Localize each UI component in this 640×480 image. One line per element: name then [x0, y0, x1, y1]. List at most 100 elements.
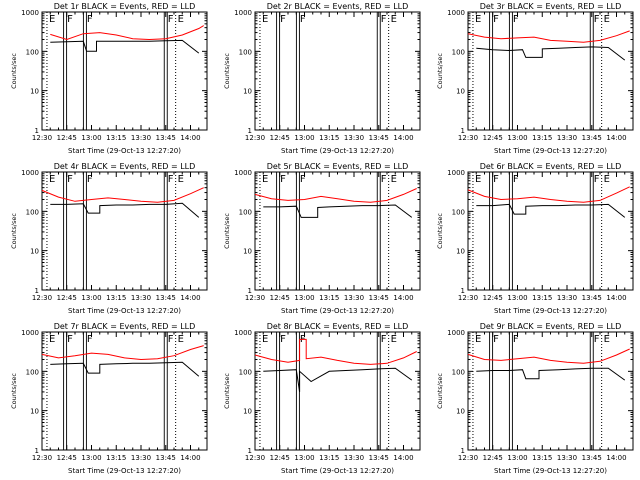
- lld-series-line: [41, 187, 204, 203]
- e-marker-label: E: [604, 14, 610, 25]
- y-axis-label: Counts/sec: [436, 53, 444, 89]
- y-axis-label: Counts/sec: [436, 373, 444, 409]
- x-tick-label: 13:00: [294, 294, 314, 302]
- detector-chart: Det 2r BLACK = Events, RED = LLD 1 10 100 10…: [223, 2, 421, 155]
- detector-chart: Det 8r BLACK = Events, RED = LLD 1 10 100 10…: [223, 322, 421, 475]
- x-tick-label: 14:00: [393, 294, 413, 302]
- x-tick-label: 13:15: [106, 294, 126, 302]
- x-tick-label: 12:30: [245, 294, 265, 302]
- e-marker-label: E: [391, 334, 397, 345]
- x-tick-label: 13:30: [557, 294, 577, 302]
- f-marker-label: F: [67, 174, 73, 185]
- x-tick-label: 13:30: [344, 294, 364, 302]
- y-tick-label: 100: [26, 48, 39, 56]
- x-tick-label: 13:45: [369, 134, 389, 142]
- x-tick-label: 14:00: [180, 294, 200, 302]
- detector-chart: Det 1r BLACK = Events, RED = LLD 1 10 100 10…: [10, 2, 208, 155]
- lld-series-line: [50, 25, 204, 41]
- chart-title: Det 2r BLACK = Events, RED = LLD: [267, 2, 409, 11]
- x-tick-label: 13:45: [582, 294, 602, 302]
- y-axis-label: Counts/sec: [436, 213, 444, 249]
- chart-title: Det 1r BLACK = Events, RED = LLD: [54, 2, 196, 11]
- f-marker-label: F: [67, 14, 73, 25]
- chart-title: Det 3r BLACK = Events, RED = LLD: [480, 2, 622, 11]
- x-tick-label: 12:30: [32, 454, 52, 462]
- f-marker-label: F: [493, 174, 499, 185]
- chart-title: Det 9r BLACK = Events, RED = LLD: [480, 322, 622, 331]
- x-tick-label: 14:00: [393, 134, 413, 142]
- y-tick-label: 10: [243, 88, 252, 96]
- y-tick-label: 100: [239, 48, 252, 56]
- y-tick-label: 1000: [21, 9, 39, 17]
- x-tick-label: 14:00: [393, 454, 413, 462]
- e-marker-label: E: [475, 174, 481, 185]
- y-axis-label: Counts/sec: [10, 53, 18, 89]
- lld-series-line: [467, 30, 630, 43]
- y-tick-label: 10: [456, 88, 465, 96]
- x-tick-label: 13:15: [532, 454, 552, 462]
- e-marker-label: E: [262, 174, 268, 185]
- x-tick-label: 13:45: [582, 134, 602, 142]
- x-tick-label: 12:45: [57, 134, 77, 142]
- x-tick-label: 14:00: [180, 134, 200, 142]
- x-tick-label: 13:15: [106, 134, 126, 142]
- x-axis-label: Start Time (29-Oct-13 12:27:20): [494, 467, 607, 475]
- x-tick-label: 12:45: [483, 134, 503, 142]
- events-series-line: [263, 367, 413, 392]
- x-axis-label: Start Time (29-Oct-13 12:27:20): [281, 307, 394, 315]
- x-tick-label: 14:00: [606, 294, 626, 302]
- x-tick-label: 13:00: [507, 294, 527, 302]
- y-tick-label: 10: [30, 88, 39, 96]
- x-tick-label: 12:45: [483, 454, 503, 462]
- f-marker-label: F: [513, 14, 519, 25]
- x-tick-label: 14:00: [606, 134, 626, 142]
- y-tick-label: 100: [26, 368, 39, 376]
- events-series-line: [50, 39, 200, 54]
- x-tick-label: 13:15: [532, 294, 552, 302]
- y-tick-label: 1: [461, 127, 465, 135]
- detector-chart: Det 4r BLACK = Events, RED = LLD 1 10 100 10…: [10, 162, 208, 315]
- y-tick-label: 1: [461, 447, 465, 455]
- x-tick-label: 13:45: [369, 294, 389, 302]
- y-tick-label: 1: [461, 287, 465, 295]
- x-tick-label: 12:30: [245, 134, 265, 142]
- f-marker-label: F: [300, 174, 306, 185]
- f-marker-label: F: [381, 14, 387, 25]
- f-marker-label: F: [67, 334, 73, 345]
- y-tick-label: 1000: [447, 329, 465, 337]
- x-tick-label: 13:15: [319, 134, 339, 142]
- y-tick-label: 1: [248, 287, 252, 295]
- f-marker-label: F: [280, 174, 286, 185]
- y-tick-label: 1000: [447, 169, 465, 177]
- f-marker-label: F: [594, 334, 600, 345]
- f-marker-label: F: [280, 334, 286, 345]
- e-marker-label: E: [178, 14, 184, 25]
- x-tick-label: 13:30: [344, 454, 364, 462]
- f-marker-label: F: [381, 334, 387, 345]
- e-marker-label: E: [262, 334, 268, 345]
- x-tick-label: 13:45: [582, 454, 602, 462]
- f-marker-label: F: [493, 334, 499, 345]
- y-tick-label: 1: [35, 287, 39, 295]
- x-tick-label: 13:30: [557, 454, 577, 462]
- y-axis-label: Counts/sec: [223, 53, 231, 89]
- x-tick-label: 12:45: [270, 454, 290, 462]
- detector-chart: Det 6r BLACK = Events, RED = LLD 1 10 100 10…: [436, 162, 634, 315]
- chart-title: Det 6r BLACK = Events, RED = LLD: [480, 162, 622, 171]
- f-marker-label: F: [87, 174, 93, 185]
- e-marker-label: E: [391, 174, 397, 185]
- events-series-line: [476, 46, 626, 61]
- f-marker-label: F: [87, 14, 93, 25]
- detector-chart: Det 7r BLACK = Events, RED = LLD 1 10 100 10…: [10, 322, 208, 475]
- y-tick-label: 10: [456, 408, 465, 416]
- x-axis-label: Start Time (29-Oct-13 12:27:20): [494, 307, 607, 315]
- y-tick-label: 100: [239, 368, 252, 376]
- x-tick-label: 13:45: [156, 454, 176, 462]
- x-tick-label: 13:45: [369, 454, 389, 462]
- f-marker-label: F: [513, 334, 519, 345]
- f-marker-label: F: [594, 14, 600, 25]
- x-tick-label: 13:00: [507, 454, 527, 462]
- x-tick-label: 13:00: [81, 454, 101, 462]
- lld-series-line: [41, 345, 204, 361]
